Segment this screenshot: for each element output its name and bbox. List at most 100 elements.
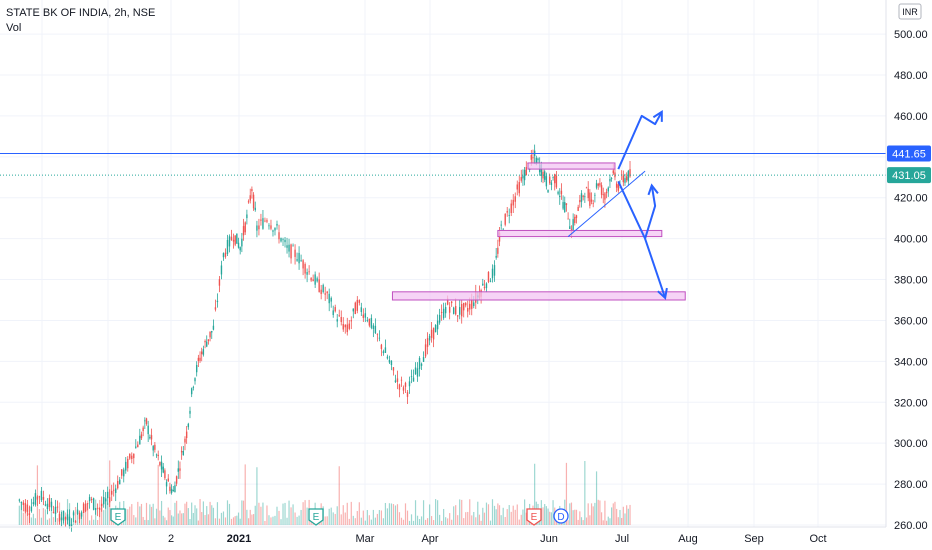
volume-bar bbox=[497, 503, 499, 525]
volume-bar bbox=[300, 509, 302, 525]
candle-body bbox=[550, 182, 553, 185]
candle-body bbox=[330, 297, 332, 302]
candle-body bbox=[76, 509, 79, 514]
volume-bar bbox=[414, 500, 417, 525]
candle-body bbox=[336, 319, 338, 322]
volume-bar bbox=[461, 499, 463, 525]
candle-body bbox=[137, 444, 139, 448]
candle-body bbox=[306, 272, 308, 275]
volume-bar bbox=[467, 511, 469, 525]
volume-bar bbox=[418, 519, 421, 525]
volume-bar bbox=[493, 505, 496, 525]
volume-bar bbox=[328, 508, 330, 525]
volume-bar bbox=[362, 510, 364, 525]
candle-body bbox=[320, 289, 322, 295]
volume-bar bbox=[184, 503, 186, 525]
candle-body bbox=[491, 268, 494, 279]
volume-bar bbox=[478, 514, 481, 525]
volume-bar bbox=[258, 502, 260, 525]
arrow-head bbox=[647, 183, 659, 196]
volume-bar bbox=[30, 517, 32, 525]
x-tick-label: Jul bbox=[615, 533, 629, 545]
volume-bar bbox=[579, 511, 581, 525]
volume-bar bbox=[412, 520, 415, 525]
candle-body bbox=[489, 280, 492, 282]
candle-body bbox=[278, 232, 280, 240]
volume-bar bbox=[482, 507, 484, 525]
candle-body bbox=[332, 310, 334, 315]
volume-bar bbox=[127, 509, 129, 525]
volume-bar bbox=[346, 502, 348, 525]
volume-bar bbox=[157, 464, 159, 525]
volume-bar bbox=[352, 515, 354, 525]
candle-body bbox=[352, 308, 354, 312]
earnings-marker bbox=[110, 508, 126, 526]
volume-bar bbox=[298, 515, 300, 525]
candle-body bbox=[234, 235, 236, 245]
volume-bar bbox=[437, 500, 439, 525]
candle-body bbox=[368, 318, 371, 326]
volume-bar bbox=[252, 514, 255, 525]
volume-bar bbox=[621, 517, 623, 525]
candle-body bbox=[80, 512, 83, 517]
volume-bar bbox=[332, 512, 334, 525]
candle-body bbox=[422, 357, 425, 362]
volume-bar bbox=[159, 510, 161, 525]
candle-body bbox=[574, 216, 576, 223]
candle-body bbox=[382, 351, 385, 354]
volume-bar bbox=[380, 510, 382, 525]
volume-bar bbox=[366, 510, 368, 525]
volume-bar bbox=[129, 506, 131, 525]
candle-body bbox=[610, 178, 613, 179]
time-axis[interactable]: Oct Nov 2 2021 Mar Apr Jun Jul Aug Sep Oct bbox=[0, 526, 886, 545]
volume-bar bbox=[199, 499, 201, 525]
candle-body bbox=[450, 301, 453, 304]
candle-body bbox=[554, 174, 556, 184]
candle-body bbox=[446, 298, 449, 305]
candle-body bbox=[604, 193, 606, 200]
volume-bar bbox=[451, 519, 453, 525]
volume-bar bbox=[334, 513, 336, 525]
candle-body bbox=[247, 201, 250, 203]
candle-body bbox=[135, 446, 137, 448]
candle-body bbox=[622, 175, 625, 183]
volume-bar bbox=[204, 515, 206, 525]
candle-body bbox=[495, 255, 497, 258]
candle-body bbox=[150, 435, 153, 440]
candle-body bbox=[569, 226, 571, 229]
candle-body bbox=[584, 196, 586, 198]
price-axis[interactable]: INR 260.00 280.00 300.00 320.00 340.00 360.00 3… bbox=[885, 0, 931, 532]
volume-bar bbox=[580, 517, 583, 525]
volume-bar bbox=[565, 462, 568, 525]
volume-bar bbox=[410, 514, 413, 525]
volume-bar bbox=[174, 502, 176, 525]
candle-body bbox=[504, 213, 506, 225]
x-tick-label: Apr bbox=[421, 533, 438, 545]
volume-bar bbox=[207, 514, 210, 525]
volume-bar bbox=[194, 505, 196, 525]
volume-bar bbox=[218, 518, 221, 525]
volume-bar bbox=[160, 500, 163, 525]
volume-bar bbox=[131, 504, 133, 525]
candle-body bbox=[152, 446, 154, 451]
volume-bar bbox=[170, 515, 173, 525]
candle-body bbox=[324, 293, 326, 295]
candle-body bbox=[224, 252, 227, 257]
volume-bar bbox=[246, 509, 248, 525]
projection-arrow bbox=[644, 238, 667, 299]
volume-bar bbox=[182, 513, 184, 525]
candle-body bbox=[386, 356, 389, 359]
arrow-head bbox=[657, 287, 668, 300]
volume-bar bbox=[74, 507, 77, 525]
candle-body bbox=[48, 498, 51, 508]
candle-body bbox=[226, 239, 229, 254]
volume-bar bbox=[360, 517, 362, 525]
volume-bar bbox=[487, 504, 490, 525]
candle-body bbox=[298, 252, 300, 264]
volume-bar bbox=[302, 502, 304, 525]
candle-body bbox=[384, 347, 387, 353]
candle-body bbox=[228, 236, 231, 247]
candle-body bbox=[372, 325, 375, 329]
